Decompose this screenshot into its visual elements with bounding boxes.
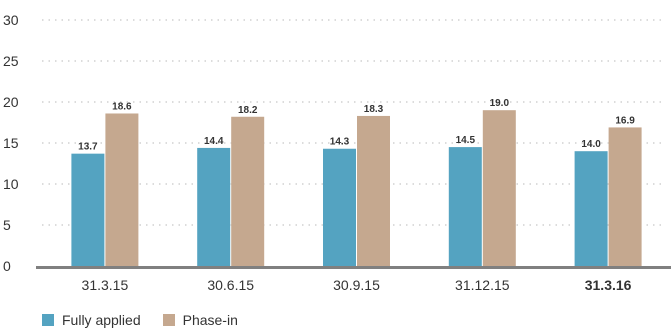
y-tick-label-0: 0 [3, 258, 11, 274]
y-tick-label-5: 5 [3, 217, 11, 233]
legend-swatch-phase-in [162, 314, 175, 326]
data-label-phase-in-3: 19.0 [490, 98, 510, 109]
bar-fully-applied-4 [574, 151, 608, 266]
data-label-fully-applied-3: 14.5 [456, 135, 476, 146]
data-label-phase-in-4: 16.9 [615, 115, 635, 126]
bar-phase-in-4 [608, 127, 642, 266]
data-label-fully-applied-1: 14.4 [204, 136, 224, 147]
y-tick-label-20: 20 [3, 94, 19, 110]
data-label-phase-in-2: 18.3 [364, 104, 384, 115]
x-tick-label-0: 31.3.15 [82, 277, 129, 293]
bar-fully-applied-0 [71, 153, 105, 266]
legend-swatch-fully-applied [42, 314, 54, 326]
y-tick-label-15: 15 [3, 135, 19, 151]
x-tick-label-1: 30.6.15 [207, 277, 254, 293]
bar-fully-applied-3 [448, 147, 482, 266]
legend-label-phase-in: Phase-in [182, 312, 238, 328]
data-label-fully-applied-4: 14.0 [581, 139, 601, 150]
data-label-phase-in-1: 18.2 [238, 105, 258, 116]
bar-phase-in-0 [105, 113, 139, 266]
legend-item-fully-applied: Fully applied [42, 312, 141, 328]
bar-fully-applied-1 [197, 147, 231, 266]
x-tick-label-3: 31.12.15 [455, 277, 510, 293]
legend-item-phase-in: Phase-in [162, 312, 238, 328]
data-label-phase-in-0: 18.6 [112, 101, 132, 112]
bar-phase-in-2 [357, 115, 390, 266]
bar-fully-applied-2 [323, 148, 356, 266]
legend: Fully applied Phase-in [42, 312, 238, 328]
y-tick-label-30: 30 [3, 12, 19, 28]
legend-label-fully-applied: Fully applied [62, 312, 141, 328]
bar-phase-in-1 [231, 116, 265, 266]
y-tick-label-25: 25 [3, 53, 19, 69]
x-tick-label-4: 31.3.16 [585, 277, 632, 293]
x-tick-label-2: 30.9.15 [333, 277, 380, 293]
y-tick-label-10: 10 [3, 176, 19, 192]
bar-phase-in-3 [482, 110, 516, 266]
data-label-fully-applied-2: 14.3 [330, 137, 350, 148]
data-label-fully-applied-0: 13.7 [78, 142, 98, 153]
